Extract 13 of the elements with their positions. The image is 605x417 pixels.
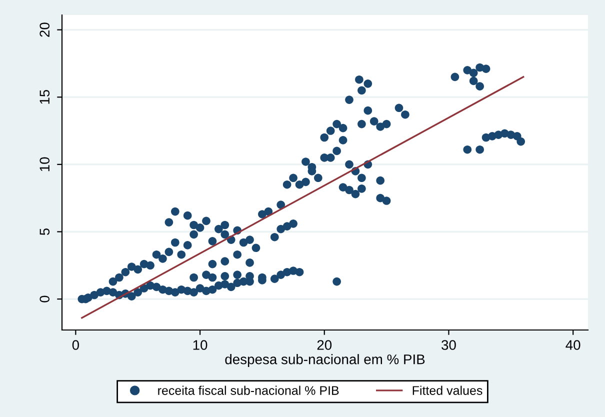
x-tick-label: 0 <box>72 340 79 350</box>
legend-label: receita fiscal sub-nacional % PIB <box>158 386 339 395</box>
y-tick-label: 15 <box>40 90 50 104</box>
x-tick-label: 20 <box>317 340 332 350</box>
legend-label: Fitted values <box>412 386 482 395</box>
x-tick-label: 10 <box>193 340 208 350</box>
y-tick-label: 0 <box>40 296 50 302</box>
y-tick-label: 10 <box>40 157 50 172</box>
x-tick-label: 40 <box>566 340 580 350</box>
x-tick-label: 30 <box>442 340 456 350</box>
y-tick-label: 20 <box>40 22 50 37</box>
x-axis-title: despesa sub-nacional em % PIB <box>225 354 425 368</box>
y-tick-label: 5 <box>40 228 50 236</box>
